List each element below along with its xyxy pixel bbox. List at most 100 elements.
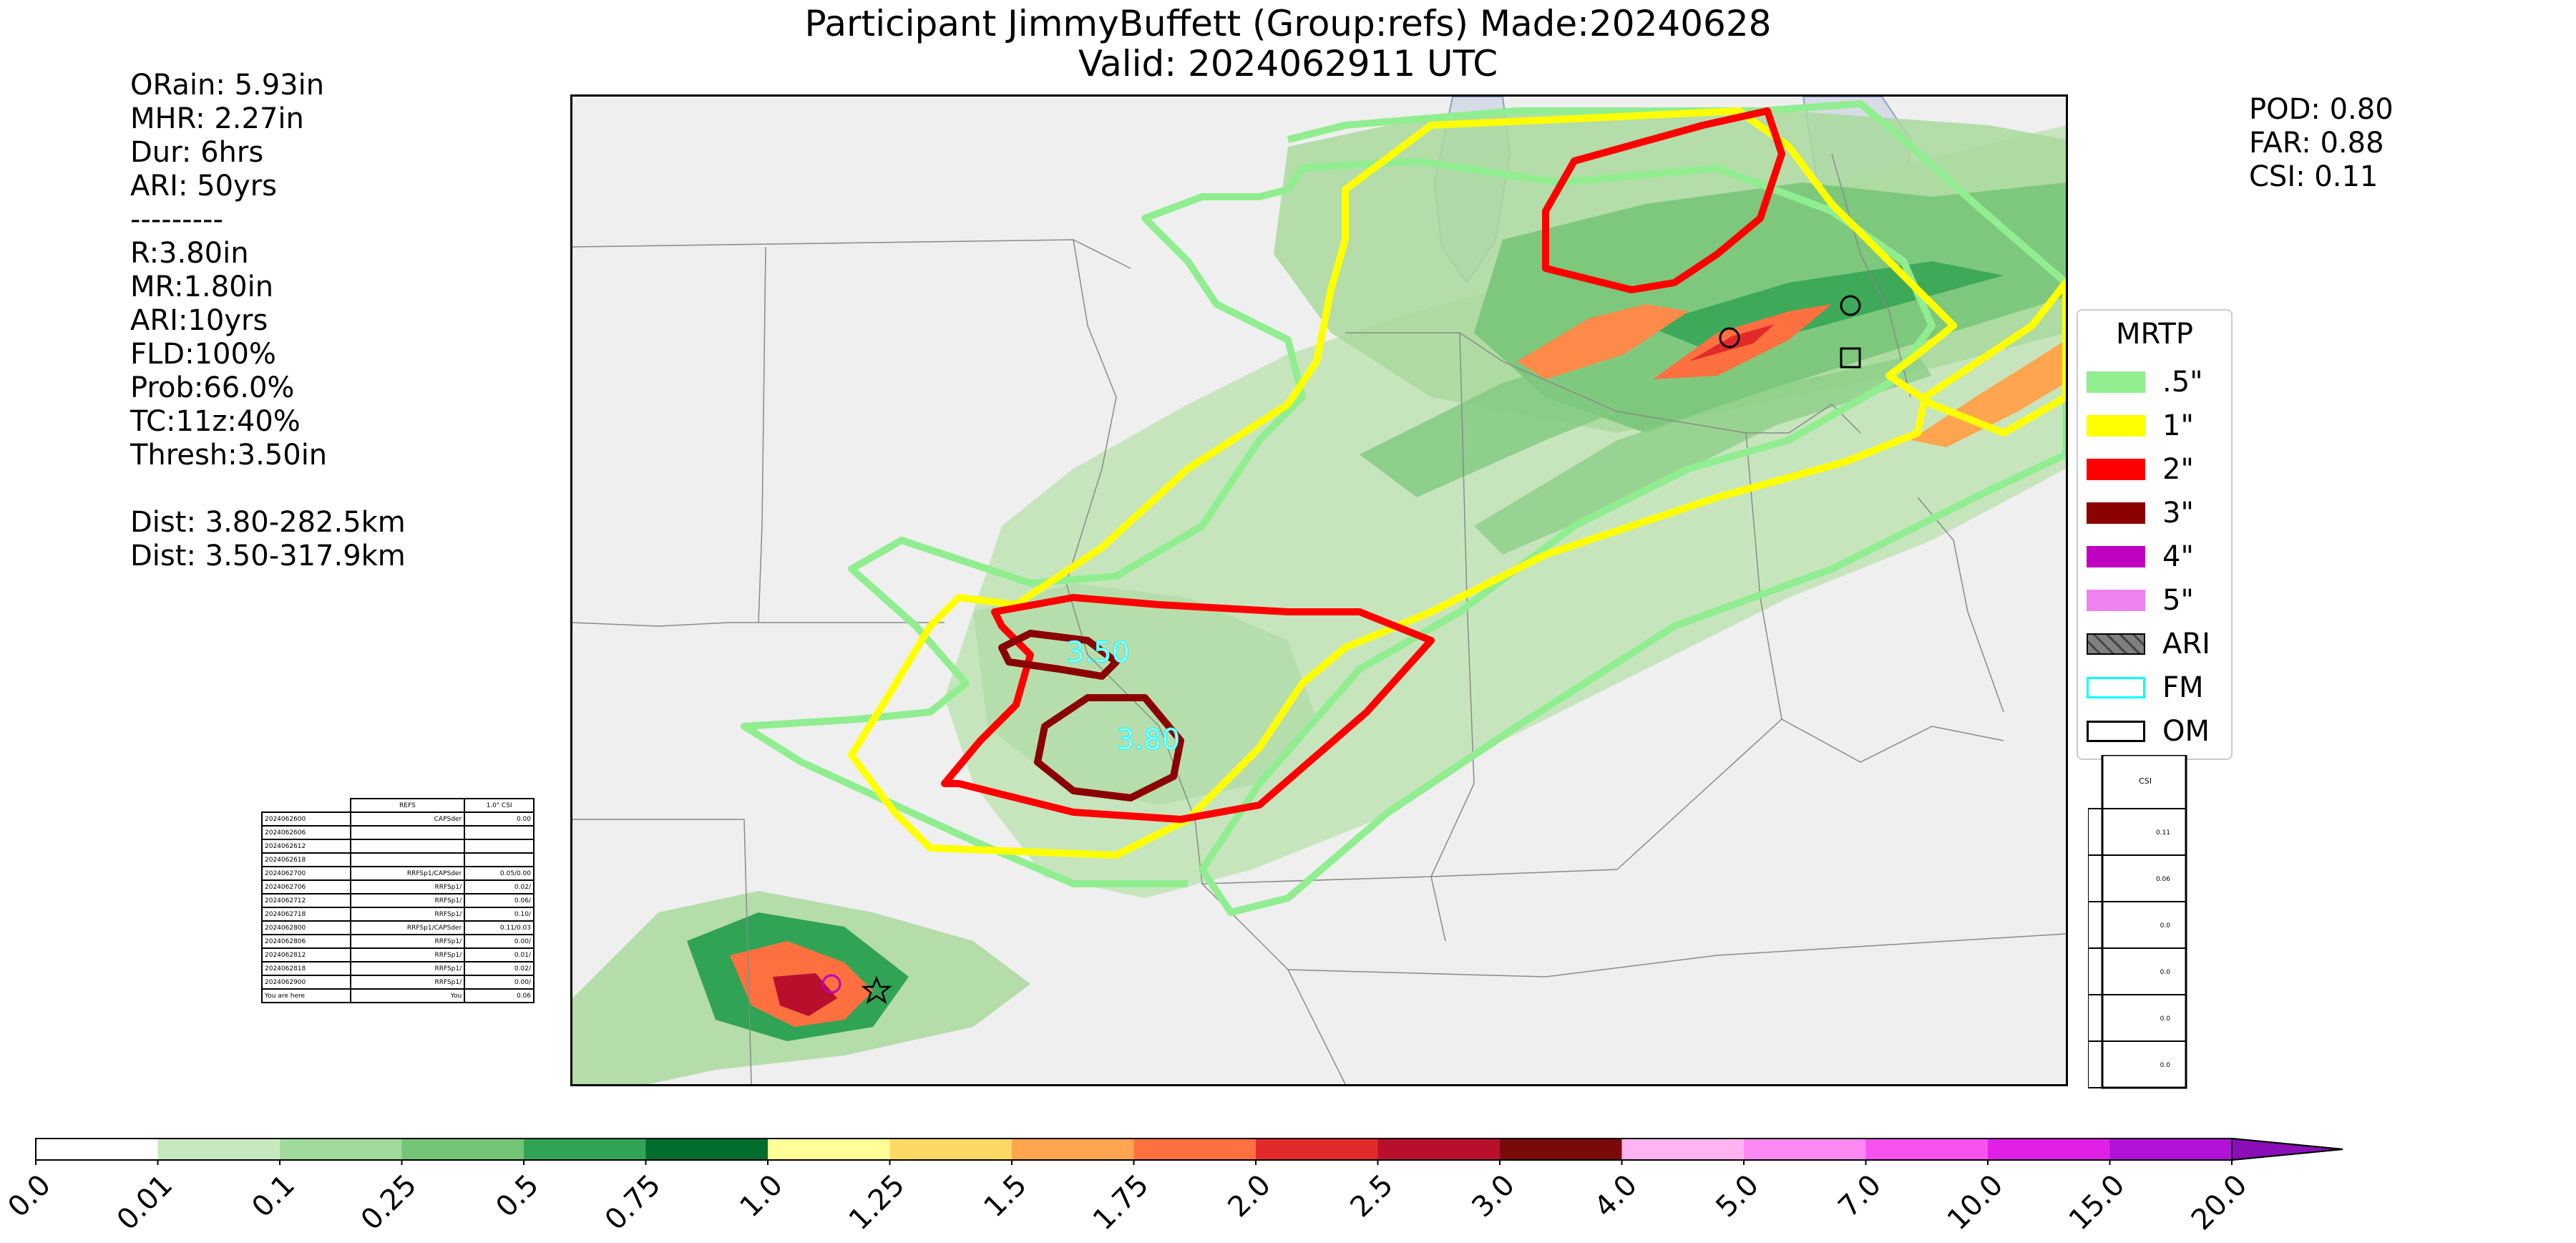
table-cell: 0.06/ [464, 893, 535, 908]
colorbar-segment [524, 1139, 646, 1160]
side-table-value: 0.0 [2160, 969, 2171, 976]
legend-swatch [2087, 721, 2145, 742]
table-cell: RRFSp1/ [349, 907, 466, 922]
table-header-cell [262, 799, 351, 812]
stat-line: ORain: 5.93in [130, 69, 325, 102]
observed-marker-1 [1719, 327, 1740, 348]
table-row: 2024062818 RRFSp1/0.02/ [261, 961, 535, 976]
colorbar-segment [157, 1139, 280, 1160]
csi-side-table: CSI 0.11 0.06 0.0 0.0 0.0 0.0 [2088, 755, 2187, 1089]
legend-item: 5" [2087, 582, 2194, 618]
table-row: 2024062900 RRFSp1/0.00/ [261, 975, 535, 990]
legend-swatch [2087, 677, 2145, 698]
legend-item: 1" [2087, 408, 2194, 444]
contour-label-b: 3.80 [1116, 723, 1180, 756]
table-cell: 2024062606 [261, 825, 351, 840]
run-history-table: REFS 1.0" CSI 2024062600 CAPSder 0.00 2024062… [261, 798, 535, 1003]
qpf-band-green-2 [1474, 354, 1932, 555]
colorbar-segment [889, 1139, 1012, 1160]
table-cell: 0.02/ [464, 961, 535, 976]
legend-item: 2" [2087, 452, 2194, 487]
score-line: FAR: 0.88 [2249, 127, 2384, 160]
stat-line: Thresh:3.50in [130, 439, 328, 472]
stat-line [130, 472, 406, 506]
qpf-heavy-1 [1517, 304, 1689, 379]
colorbar-tick-label: 1.5 [977, 1168, 1034, 1224]
legend-label: OM [2162, 715, 2210, 748]
table-cell: 0.11/0.03 [464, 920, 535, 935]
stat-line: --------- [130, 203, 223, 236]
table-cell [349, 825, 466, 840]
legend-item: 3" [2087, 495, 2194, 531]
table-cell [349, 852, 466, 867]
table-cell: 2024062800 [261, 920, 351, 935]
legend-swatch [2087, 459, 2145, 480]
map-legend: MRTP .5" 1" 2" 3" 4" 5" ARI FM OM [2077, 309, 2233, 760]
forecast-stats-panel: ORain: 5.93in MHR: 2.27in Dur: 6hrs ARI: 50… [130, 69, 406, 573]
table-cell: 2024062718 [261, 907, 351, 922]
observed-marker-square [1840, 347, 1861, 369]
colorbar-segment [1621, 1139, 1744, 1160]
stat-line: Dist: 3.80-282.5km [130, 506, 406, 539]
legend-label: 4" [2162, 540, 2194, 573]
table-header-cell: REFS [349, 798, 466, 813]
table-cell: 2024062712 [261, 893, 351, 908]
legend-label: 1" [2162, 409, 2194, 442]
side-table-cell [2088, 1040, 2187, 1088]
side-table-value: 0.0 [2160, 1062, 2171, 1069]
table-cell: 2024062900 [261, 975, 351, 990]
side-table-header: CSI [2139, 776, 2152, 786]
observed-marker-2 [1840, 295, 1861, 316]
colorbar-segment [36, 1139, 158, 1160]
legend-swatch [2087, 633, 2145, 655]
colorbar-tick-label: 10.0 [1941, 1168, 2010, 1237]
contour-3in-north [998, 630, 1120, 680]
side-table-value: 0.0 [2160, 1015, 2171, 1023]
colorbar-tick-label: 15.0 [2063, 1168, 2132, 1237]
colorbar-tick-label: 0.01 [111, 1168, 180, 1237]
colorbar-tick-label: 5.0 [1709, 1168, 1766, 1224]
stat-line: FLD:100% [130, 338, 276, 371]
legend-item: 4" [2087, 539, 2194, 575]
map-canvas: 3.50 3.80 [572, 97, 2066, 1084]
table-cell: You are here [261, 988, 351, 1003]
table-cell: 2024062600 [261, 811, 351, 827]
legend-label: .5" [2162, 366, 2203, 399]
colorbar-segment [1865, 1139, 1988, 1160]
colorbar-segment [645, 1139, 768, 1160]
table-cell: 2024062812 [261, 947, 351, 962]
table-header-cell: 1.0" CSI [464, 798, 535, 813]
table-cell: 2024062700 [261, 866, 351, 881]
colorbar-tick-label: 0.1 [245, 1168, 302, 1224]
colorbar-tick-label: 7.0 [1832, 1168, 1888, 1224]
colorbar-segment [1744, 1139, 1866, 1160]
table-cell: 2024062612 [261, 839, 351, 854]
score-line: POD: 0.80 [2249, 93, 2394, 126]
table-cell: 2024062818 [261, 961, 351, 976]
colorbar-tick-label: 4.0 [1588, 1168, 1644, 1224]
contour-3in-south [1034, 694, 1184, 801]
qpf-heavy-2-core [1689, 324, 1775, 361]
colorbar-tick-label: 0.0 [1, 1168, 58, 1224]
colorbar-extend-arrow [2231, 1137, 2343, 1161]
table-cell: RRFSp1/ [349, 975, 466, 990]
observed-marker-sw [821, 974, 841, 994]
stat-line: R:3.80in [130, 237, 249, 270]
colorbar-segment [1012, 1139, 1134, 1160]
colorbar-segment [1500, 1139, 1622, 1160]
table-row: 2024062806 RRFSp1/0.00/ [261, 934, 535, 949]
colorbar-tick-label: 1.75 [1087, 1168, 1156, 1237]
table-cell: 0.02/ [464, 879, 535, 895]
colorbar-swatches [35, 1137, 2343, 1165]
table-row: 2024062812 RRFSp1/0.01/ [261, 947, 535, 962]
table-cell: RRFSp1/ [349, 879, 466, 895]
colorbar-tick-label: 0.25 [355, 1168, 424, 1237]
table-cell: 0.00/ [464, 934, 535, 949]
legend-swatch [2087, 590, 2145, 611]
colorbar-segment [768, 1139, 890, 1160]
colorbar-segment [1256, 1139, 1378, 1160]
table-cell: 2024062806 [261, 934, 351, 949]
legend-swatch [2087, 502, 2145, 524]
colorbar-tick-label: 0.5 [489, 1168, 546, 1224]
table-header: REFS 1.0" CSI [262, 798, 535, 813]
